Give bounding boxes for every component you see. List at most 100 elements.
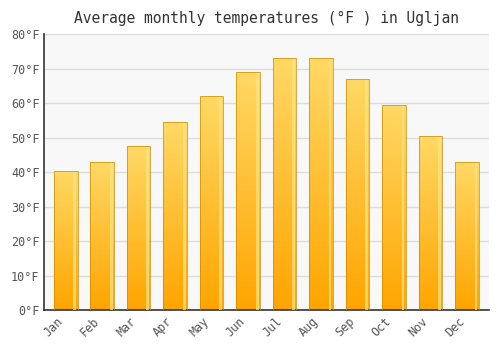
Bar xyxy=(309,96,333,99)
Bar xyxy=(90,251,114,253)
Bar xyxy=(236,144,260,147)
Bar xyxy=(346,308,370,310)
Bar xyxy=(382,184,406,187)
Bar xyxy=(455,247,479,249)
Bar xyxy=(200,246,224,249)
Bar xyxy=(455,290,479,292)
Bar xyxy=(200,238,224,241)
Bar xyxy=(309,213,333,216)
Bar xyxy=(346,195,370,198)
Bar xyxy=(164,153,187,155)
Bar xyxy=(54,228,78,230)
Bar xyxy=(236,260,260,263)
Bar xyxy=(54,305,78,307)
Bar xyxy=(418,171,442,173)
Bar xyxy=(200,131,224,134)
Bar xyxy=(309,216,333,219)
Bar xyxy=(127,245,150,247)
Bar xyxy=(127,251,150,253)
Bar xyxy=(418,169,442,171)
Bar xyxy=(346,241,370,244)
Bar xyxy=(54,188,78,190)
Bar xyxy=(346,264,370,267)
Bar xyxy=(272,235,296,238)
Bar xyxy=(90,290,114,292)
Bar xyxy=(127,275,150,278)
Bar xyxy=(90,190,114,192)
Bar xyxy=(455,162,479,164)
Bar xyxy=(455,210,479,212)
Bar xyxy=(382,151,406,154)
Bar xyxy=(200,96,224,99)
Bar xyxy=(418,238,442,241)
Bar xyxy=(309,159,333,162)
Bar xyxy=(164,301,187,303)
Bar xyxy=(346,224,370,226)
Bar xyxy=(236,72,260,75)
Bar xyxy=(54,200,78,202)
Bar xyxy=(236,281,260,284)
Bar xyxy=(272,137,296,140)
Bar xyxy=(346,175,370,177)
Bar xyxy=(164,174,187,176)
Bar xyxy=(309,222,333,225)
Bar xyxy=(418,247,442,250)
Bar xyxy=(236,105,260,108)
Bar xyxy=(164,195,187,197)
Bar xyxy=(309,200,333,203)
Bar xyxy=(236,102,260,105)
Bar xyxy=(346,163,370,166)
Bar xyxy=(127,165,150,167)
Bar xyxy=(236,275,260,278)
Bar xyxy=(272,90,296,93)
Bar xyxy=(164,306,187,308)
Bar xyxy=(164,275,187,278)
Bar xyxy=(272,77,296,80)
Bar xyxy=(200,104,224,107)
Bar xyxy=(54,293,78,295)
Bar xyxy=(309,304,333,307)
Bar xyxy=(236,117,260,120)
Bar xyxy=(127,161,150,163)
Bar xyxy=(382,264,406,267)
Bar xyxy=(236,224,260,227)
Bar xyxy=(455,236,479,238)
Bar xyxy=(418,271,442,273)
Bar xyxy=(236,239,260,242)
Bar xyxy=(455,190,479,192)
Bar xyxy=(455,219,479,221)
Bar xyxy=(455,282,479,285)
Bar xyxy=(90,279,114,281)
Bar xyxy=(90,270,114,272)
Bar xyxy=(272,194,296,197)
Bar xyxy=(127,296,150,298)
Bar xyxy=(236,72,260,310)
Bar xyxy=(164,233,187,235)
Bar xyxy=(418,190,442,193)
Bar xyxy=(54,275,78,277)
Bar xyxy=(418,280,442,282)
Bar xyxy=(346,218,370,221)
Bar xyxy=(346,206,370,209)
Bar xyxy=(127,273,150,275)
Bar xyxy=(309,235,333,238)
Bar xyxy=(54,249,78,251)
Bar xyxy=(272,285,296,288)
Bar xyxy=(346,91,370,93)
Bar xyxy=(164,254,187,256)
Bar xyxy=(418,304,442,306)
Bar xyxy=(54,303,78,305)
Bar xyxy=(236,180,260,182)
Bar xyxy=(346,117,370,120)
Bar xyxy=(346,267,370,270)
Bar xyxy=(309,188,333,191)
Bar xyxy=(272,84,296,87)
Bar xyxy=(200,158,224,161)
Bar xyxy=(382,203,406,205)
Bar xyxy=(90,236,114,238)
Bar xyxy=(200,228,224,230)
Bar xyxy=(346,276,370,279)
Bar xyxy=(127,177,150,179)
Bar xyxy=(200,126,224,128)
Bar xyxy=(164,245,187,247)
